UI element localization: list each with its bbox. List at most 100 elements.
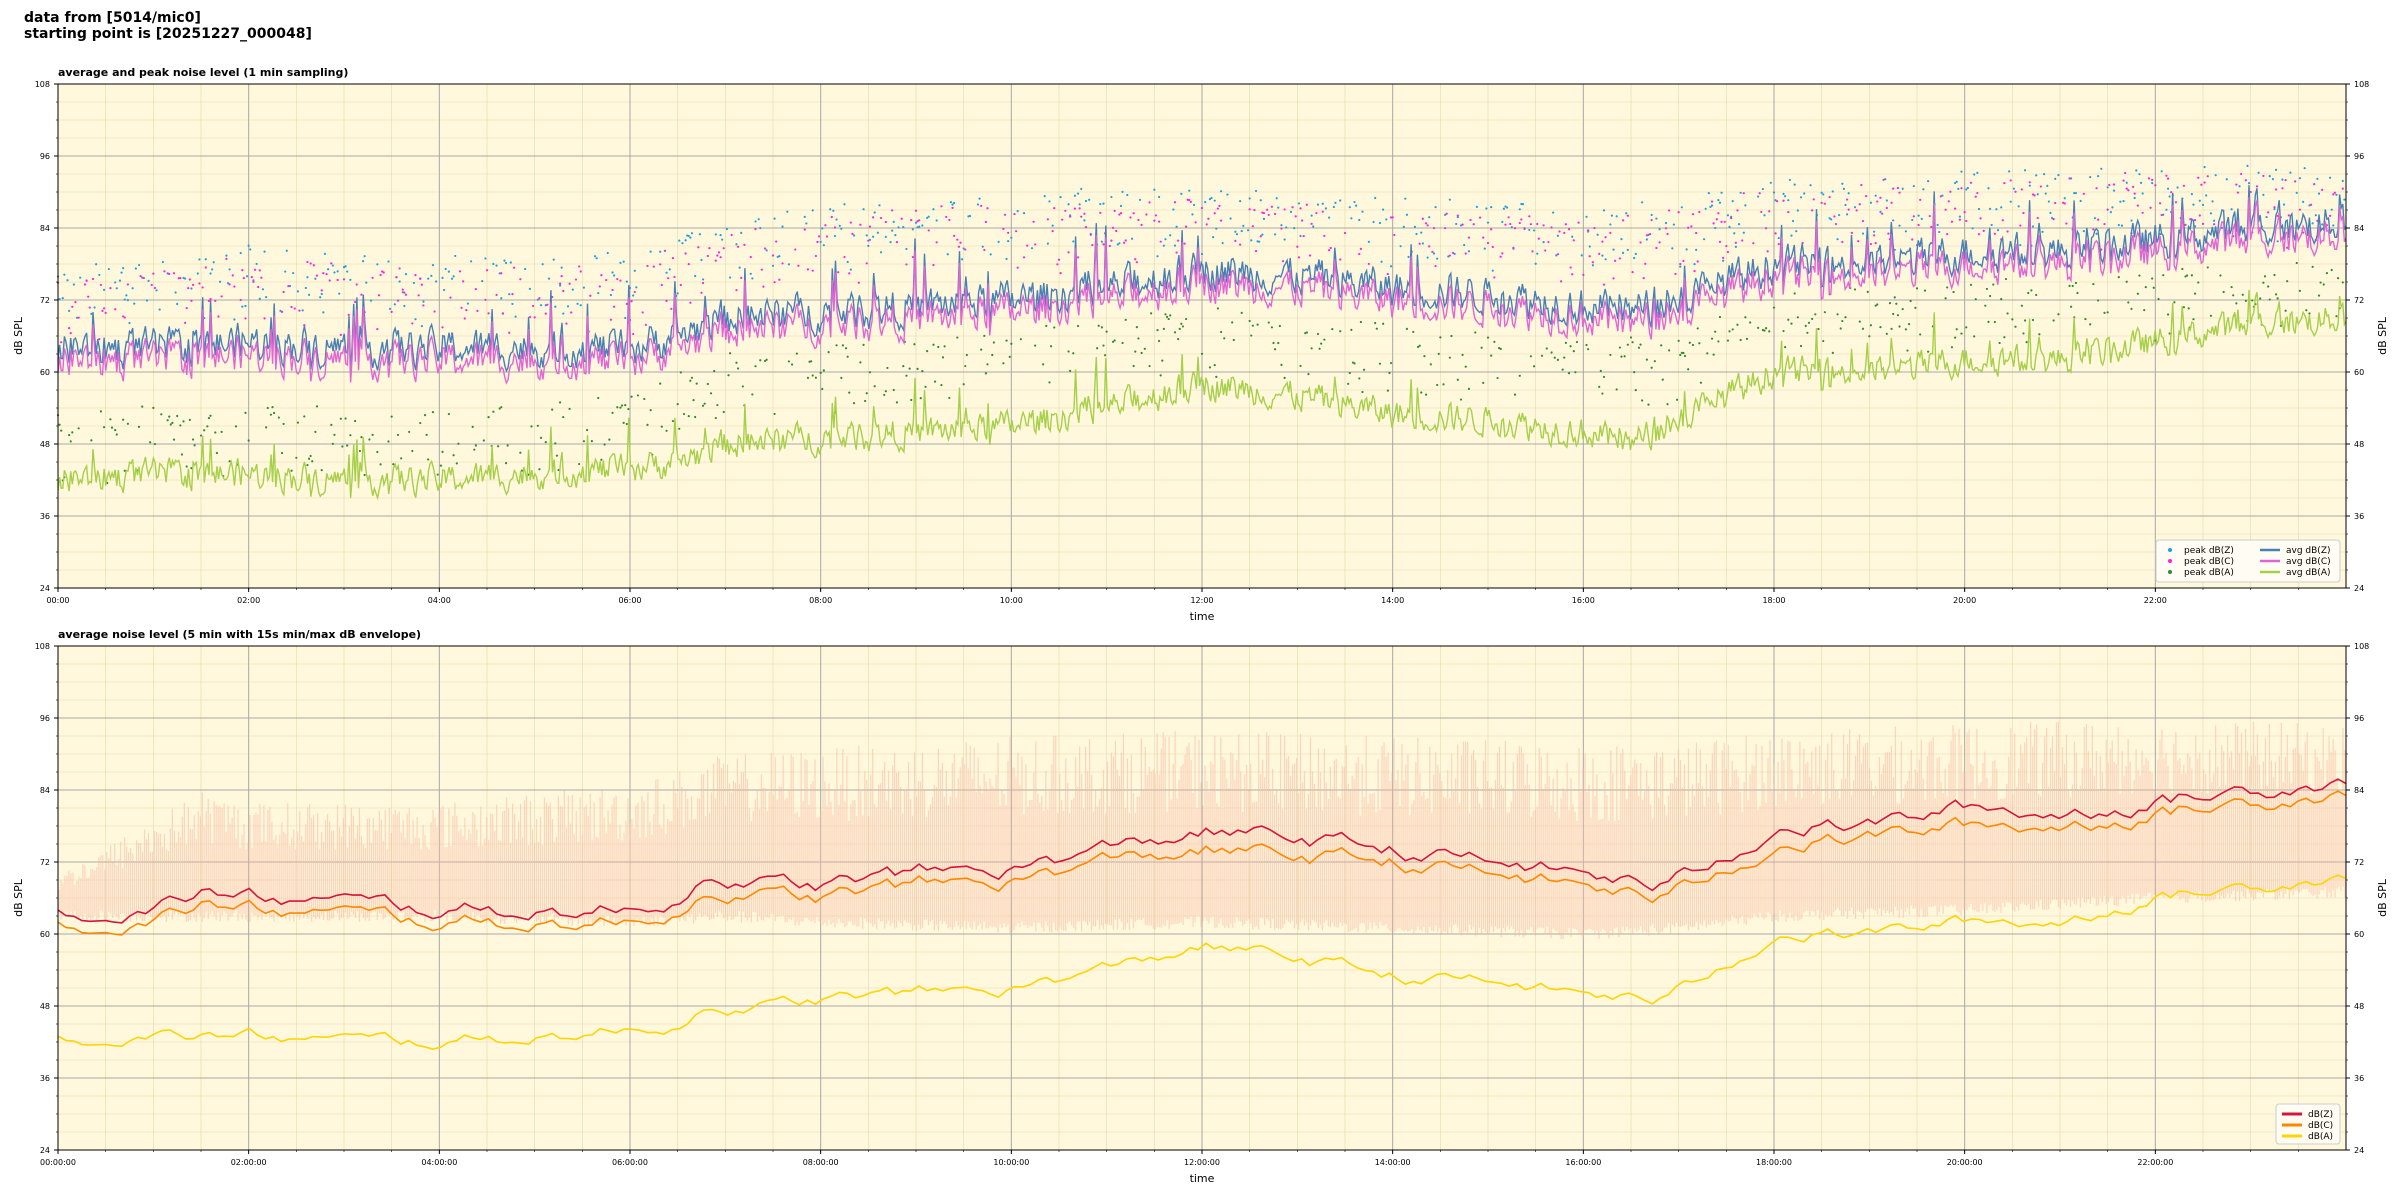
point: [1777, 236, 1780, 240]
point: [1661, 378, 1664, 381]
point: [131, 287, 134, 290]
point: [911, 228, 914, 231]
point: [722, 410, 725, 414]
point: [1749, 321, 1752, 324]
point: [544, 440, 547, 444]
point: [786, 210, 789, 213]
point: [872, 235, 875, 238]
data-source-label: data from [5014/mic0]: [24, 10, 201, 26]
point: [759, 227, 762, 230]
point: [579, 270, 582, 273]
point: [134, 267, 137, 270]
point: [260, 276, 263, 279]
point: [1842, 187, 1846, 190]
point: [1051, 224, 1054, 227]
point: [1380, 260, 1383, 263]
point: [1885, 199, 1888, 202]
point: [555, 454, 559, 457]
point: [1205, 223, 1208, 226]
point: [2052, 319, 2055, 322]
point: [1682, 351, 1685, 355]
point: [427, 277, 430, 280]
point: [85, 279, 88, 282]
y-tick-label-right: 60: [2354, 368, 2364, 377]
point: [2089, 323, 2092, 326]
point: [1955, 328, 1958, 331]
point: [1208, 366, 1212, 369]
point: [102, 288, 106, 291]
x-tick-label: 00:00: [46, 596, 69, 605]
point: [1873, 230, 1876, 233]
point: [611, 288, 614, 292]
point: [1053, 326, 1056, 329]
point: [1069, 369, 1072, 372]
point: [1108, 244, 1111, 248]
point: [1715, 218, 1718, 221]
point: [1820, 191, 1823, 194]
point: [2284, 309, 2287, 312]
point: [2044, 192, 2047, 195]
point: [787, 360, 790, 363]
point: [849, 221, 852, 224]
point: [1445, 212, 1448, 215]
point: [204, 258, 207, 261]
point: [99, 283, 102, 287]
point: [1915, 287, 1919, 290]
line-db-a-: [57, 874, 2347, 1051]
point: [864, 399, 867, 403]
y-tick-label-right: 72: [2354, 296, 2364, 305]
point: [1088, 198, 1091, 201]
legend: peak dB(Z)peak dB(C)peak dB(A)avg dB(Z)a…: [2155, 539, 2341, 583]
point: [1791, 219, 1795, 223]
point: [123, 298, 126, 301]
point: [2209, 212, 2213, 215]
point: [1057, 258, 1061, 261]
point: [940, 205, 943, 208]
point: [2262, 193, 2265, 196]
point: [2003, 181, 2006, 185]
point: [1030, 247, 1034, 250]
point: [1809, 184, 1812, 187]
point: [1610, 214, 1614, 217]
point: [176, 414, 179, 418]
point: [765, 249, 768, 252]
point: [1658, 241, 1661, 244]
point: [403, 304, 406, 308]
point: [835, 218, 838, 221]
point: [1429, 363, 1432, 366]
point: [396, 299, 400, 302]
point: [433, 310, 436, 313]
point: [1984, 304, 1987, 307]
point: [2109, 211, 2112, 214]
point: [2097, 174, 2100, 178]
point: [190, 287, 193, 290]
point: [314, 277, 317, 280]
point: [1536, 222, 1539, 226]
point: [2117, 223, 2120, 227]
point: [1267, 213, 1270, 217]
point: [1150, 312, 1153, 315]
point: [315, 405, 319, 408]
point: [1621, 219, 1625, 222]
point: [632, 294, 635, 297]
x-tick-label: 16:00: [1572, 596, 1595, 605]
point: [2122, 179, 2125, 182]
point: [2205, 194, 2208, 197]
point: [452, 275, 455, 278]
point: [1626, 343, 1629, 346]
point: [773, 412, 776, 416]
point: [1399, 245, 1402, 248]
point: [1691, 343, 1695, 347]
point: [1382, 208, 1385, 211]
point: [2222, 290, 2225, 294]
point: [643, 397, 646, 401]
point: [2133, 196, 2136, 200]
point: [206, 425, 209, 428]
point: [1641, 399, 1644, 402]
point: [1838, 213, 1841, 217]
point: [539, 436, 543, 439]
point: [1828, 217, 1831, 220]
point: [1367, 240, 1370, 243]
point: [1138, 198, 1142, 201]
point: [2082, 229, 2085, 233]
